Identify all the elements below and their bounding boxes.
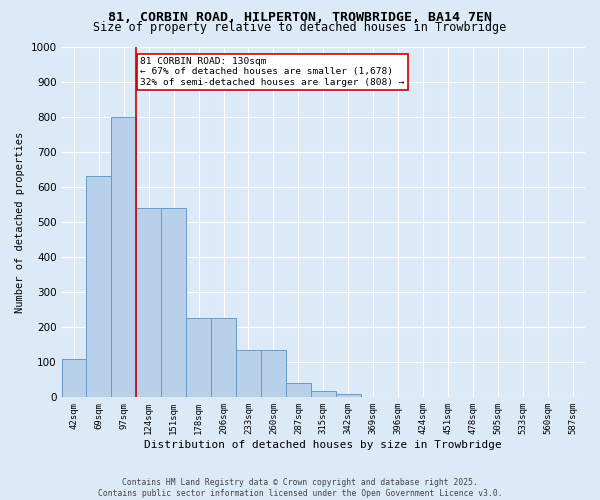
Bar <box>112 116 136 398</box>
Bar <box>136 208 161 398</box>
Bar <box>211 318 236 398</box>
Text: 81, CORBIN ROAD, HILPERTON, TROWBRIDGE, BA14 7EN: 81, CORBIN ROAD, HILPERTON, TROWBRIDGE, … <box>108 11 492 24</box>
Y-axis label: Number of detached properties: Number of detached properties <box>15 132 25 312</box>
Bar <box>161 208 186 398</box>
Bar <box>236 350 261 398</box>
X-axis label: Distribution of detached houses by size in Trowbridge: Distribution of detached houses by size … <box>145 440 502 450</box>
Bar <box>186 318 211 398</box>
Bar <box>336 394 361 398</box>
Bar <box>261 350 286 398</box>
Text: Contains HM Land Registry data © Crown copyright and database right 2025.
Contai: Contains HM Land Registry data © Crown c… <box>98 478 502 498</box>
Text: 81 CORBIN ROAD: 130sqm
← 67% of detached houses are smaller (1,678)
32% of semi-: 81 CORBIN ROAD: 130sqm ← 67% of detached… <box>140 57 404 87</box>
Bar <box>286 382 311 398</box>
Text: Size of property relative to detached houses in Trowbridge: Size of property relative to detached ho… <box>94 21 506 34</box>
Bar <box>62 358 86 398</box>
Bar <box>311 391 336 398</box>
Bar <box>86 176 112 398</box>
